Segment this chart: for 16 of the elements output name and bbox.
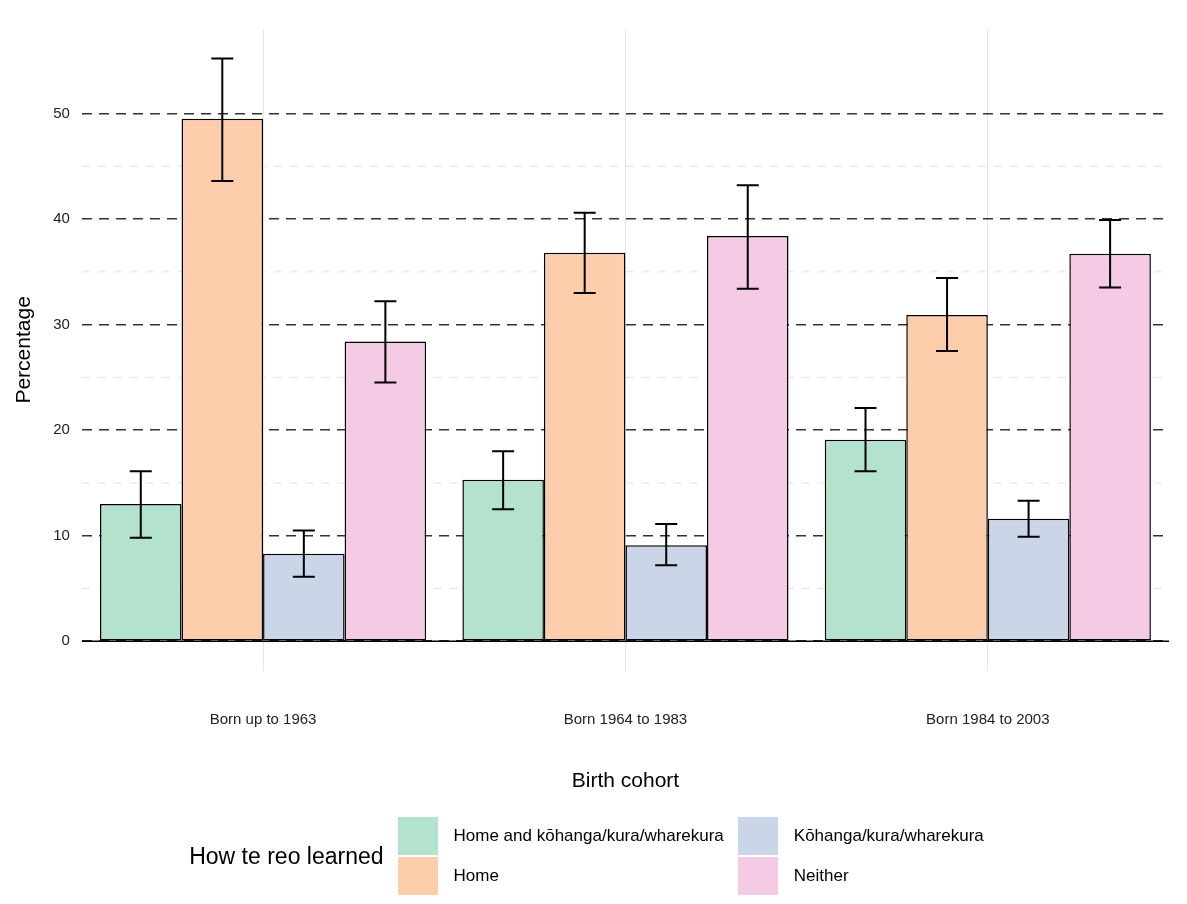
- x-tick-label: Born 1964 to 1983: [563, 709, 688, 727]
- y-tick-label: 10: [53, 525, 70, 543]
- x-tick-label: Born up to 1963: [209, 709, 317, 727]
- legend-label: Kōhanga/kura/wharekura: [793, 826, 984, 846]
- x-axis-title: Birth cohort: [571, 768, 680, 792]
- y-tick-label: 50: [53, 103, 70, 121]
- y-tick-label: 20: [53, 420, 70, 438]
- y-tick-label: 0: [61, 631, 70, 649]
- y-axis-title: Percentage: [11, 296, 35, 404]
- legend-label: Home and kōhanga/kura/wharekura: [453, 826, 724, 846]
- x-tick-label: Born 1984 to 2003: [926, 709, 1050, 727]
- y-tick-label: 30: [53, 314, 70, 332]
- legend-label: Home: [453, 866, 499, 886]
- legend-label: Neither: [793, 866, 849, 886]
- legend-title: How te reo learned: [189, 842, 384, 870]
- y-tick-label: 40: [53, 209, 70, 227]
